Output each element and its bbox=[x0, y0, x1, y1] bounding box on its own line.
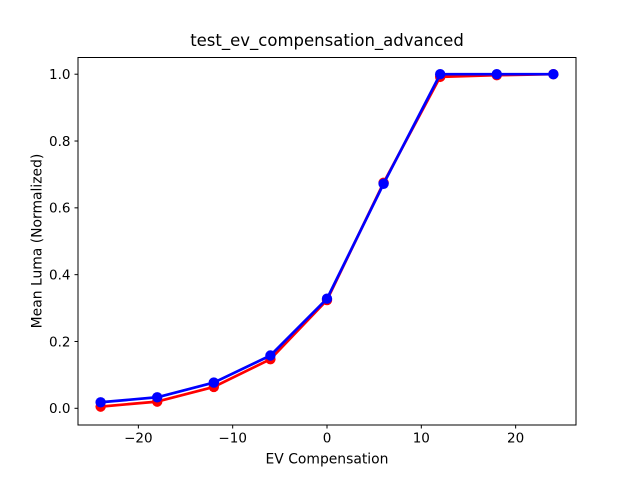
plot-frame bbox=[77, 57, 577, 426]
y-tick-label: 0.4 bbox=[49, 268, 70, 284]
y-tick-label: 0.6 bbox=[49, 201, 70, 217]
x-axis-label: EV Compensation bbox=[266, 452, 389, 468]
data-point-marker-blue-series bbox=[548, 69, 559, 80]
data-point-marker-blue-series bbox=[491, 69, 502, 80]
x-tick-label: −10 bbox=[218, 431, 247, 447]
x-tick-label: 10 bbox=[413, 431, 430, 447]
y-tick-label: 0.2 bbox=[49, 334, 70, 350]
data-point-marker-blue-series bbox=[265, 350, 276, 361]
tick-layer: −20 −10 0 10 20 0.0 0.2 0.4 0.6 0.8 1.0 bbox=[49, 67, 524, 446]
x-tick-label: 20 bbox=[507, 431, 524, 447]
data-point-marker-blue-series bbox=[208, 377, 220, 388]
data-point-marker-blue-series bbox=[378, 178, 389, 189]
y-tick-label: 0.0 bbox=[49, 401, 70, 417]
y-tick-label: 1.0 bbox=[49, 67, 70, 83]
data-point-marker-blue-series bbox=[152, 392, 163, 403]
x-tick-label: −20 bbox=[124, 431, 153, 447]
data-point-marker-blue-series bbox=[321, 293, 333, 304]
y-tick-label: 0.8 bbox=[49, 134, 70, 150]
data-point-marker-blue-series bbox=[434, 69, 446, 80]
x-tick-label: 0 bbox=[323, 431, 332, 447]
chart-title: test_ev_compensation_advanced bbox=[190, 31, 464, 51]
plot-area bbox=[78, 57, 576, 425]
y-axis-label: Mean Luma (Normalized) bbox=[30, 154, 46, 329]
series-layer bbox=[95, 69, 559, 412]
data-point-marker-blue-series bbox=[95, 397, 106, 408]
